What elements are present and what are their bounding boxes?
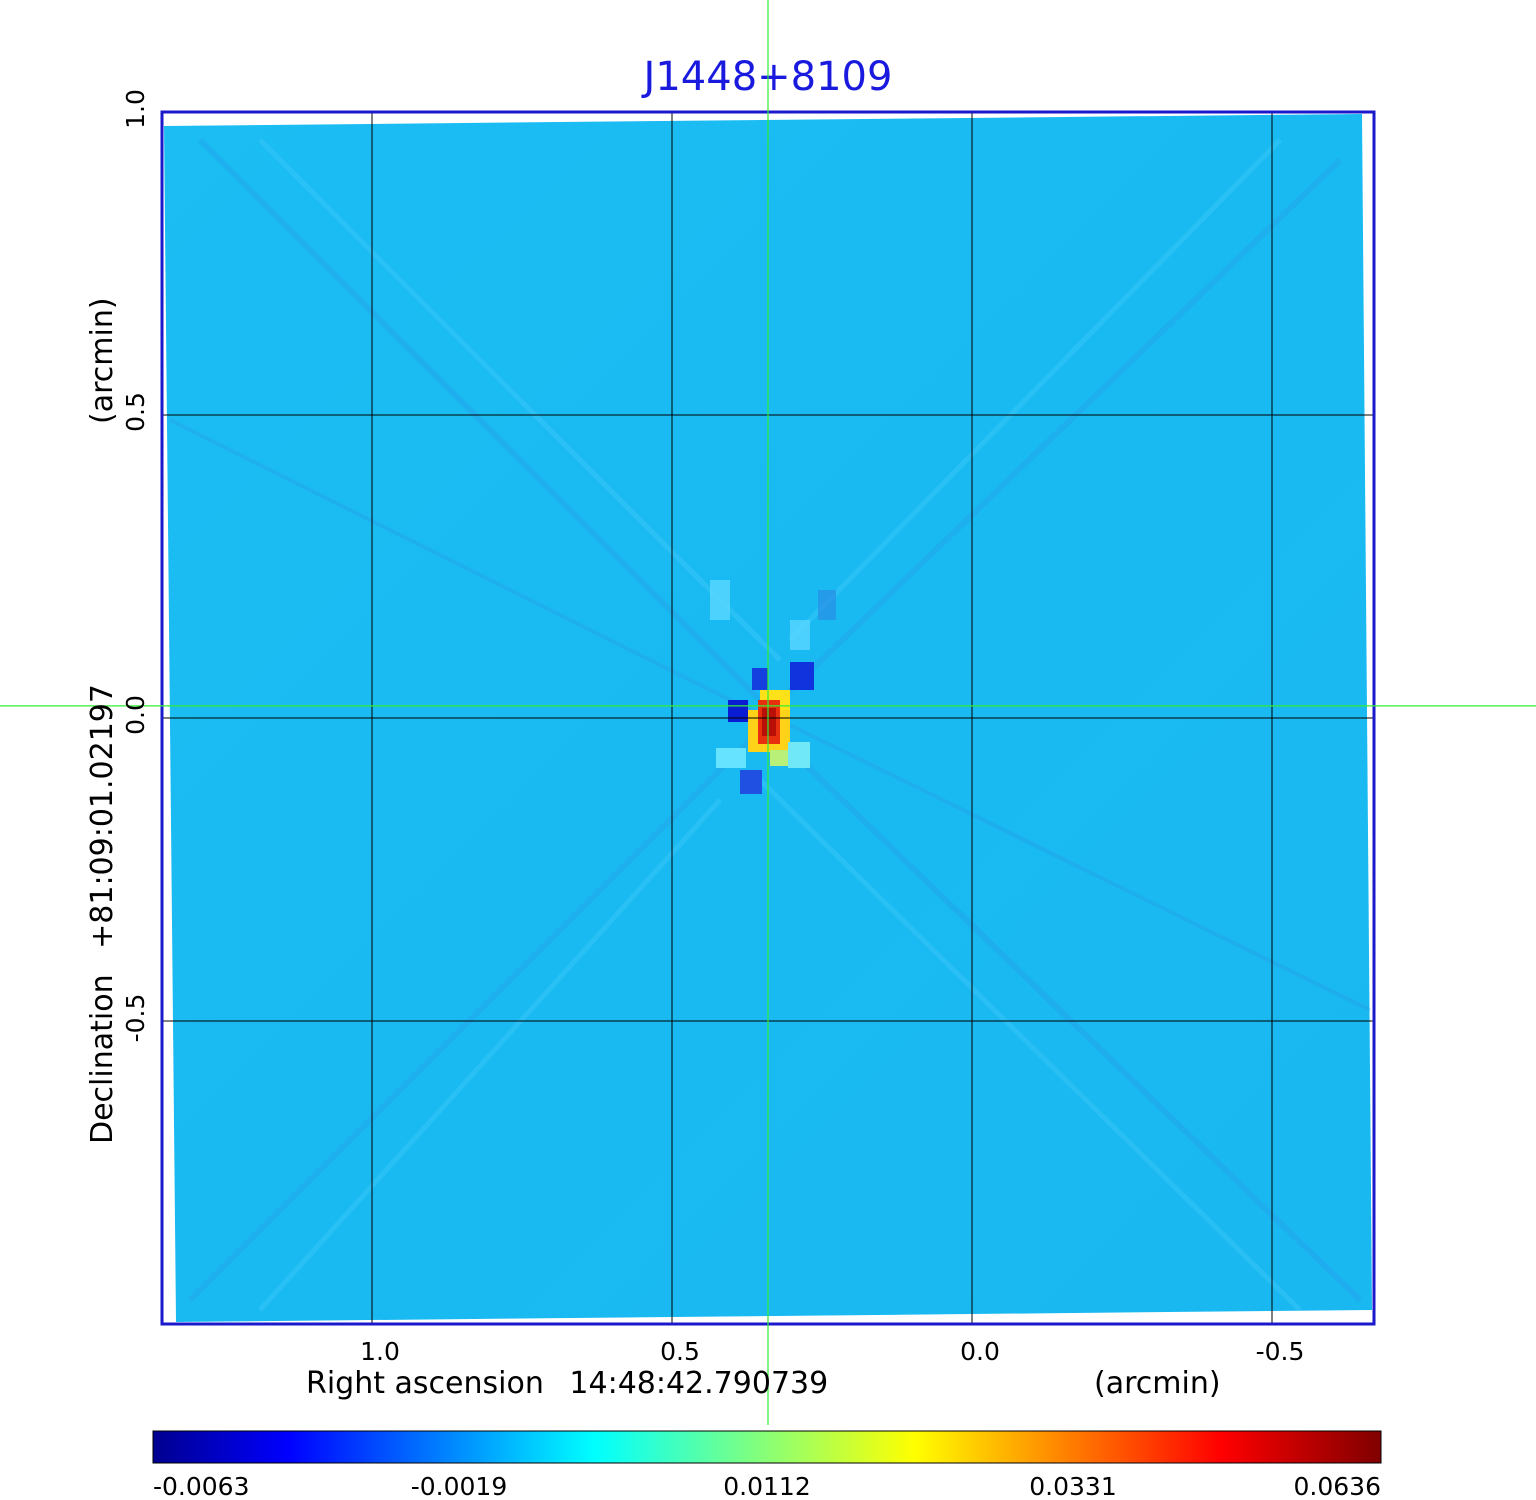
y-axis-reference: +81:09:01.02197 [85, 684, 120, 949]
y-axis-unit: (arcmin) [85, 297, 120, 424]
x-axis-label: Right ascension 14:48:42.790739 [306, 1366, 828, 1401]
colorbar [152, 1430, 1382, 1464]
x-tick-label: -0.5 [1256, 1337, 1305, 1366]
colorbar-tick-labels: -0.0063 -0.0019 0.0112 0.0331 0.0636 [153, 1472, 1381, 1500]
x-tick-label: 0.0 [960, 1337, 1000, 1366]
y-tick-label: -0.5 [121, 994, 150, 1043]
x-tick-labels: 1.0 0.5 0.0 -0.5 [360, 1337, 1304, 1366]
source-pixels [710, 580, 836, 794]
y-tick-label: 0.0 [121, 695, 150, 735]
chart-title: J1448+8109 [641, 54, 893, 100]
y-tick-label: 0.5 [121, 392, 150, 432]
x-axis-reference: 14:48:42.790739 [569, 1366, 828, 1401]
colorbar-tick-label: 0.0331 [1029, 1472, 1116, 1500]
x-tick-label: 1.0 [360, 1337, 400, 1366]
y-tick-labels: 1.0 0.5 0.0 -0.5 [121, 89, 150, 1042]
colorbar-tick-label: 0.0112 [723, 1472, 810, 1500]
y-axis-label: Declination +81:09:01.02197 [85, 684, 120, 1144]
y-tick-label: 1.0 [121, 89, 150, 129]
colorbar-tick-label: 0.0636 [1294, 1472, 1381, 1500]
colorbar-tick-label: -0.0019 [411, 1472, 508, 1500]
x-tick-label: 0.5 [660, 1337, 700, 1366]
x-axis-unit: (arcmin) [1094, 1366, 1221, 1401]
x-axis-label-prefix: Right ascension [306, 1366, 544, 1401]
colorbar-tick-label: -0.0063 [153, 1472, 250, 1500]
y-axis-label-prefix: Declination [85, 974, 120, 1144]
streak-pattern [169, 137, 1371, 1312]
